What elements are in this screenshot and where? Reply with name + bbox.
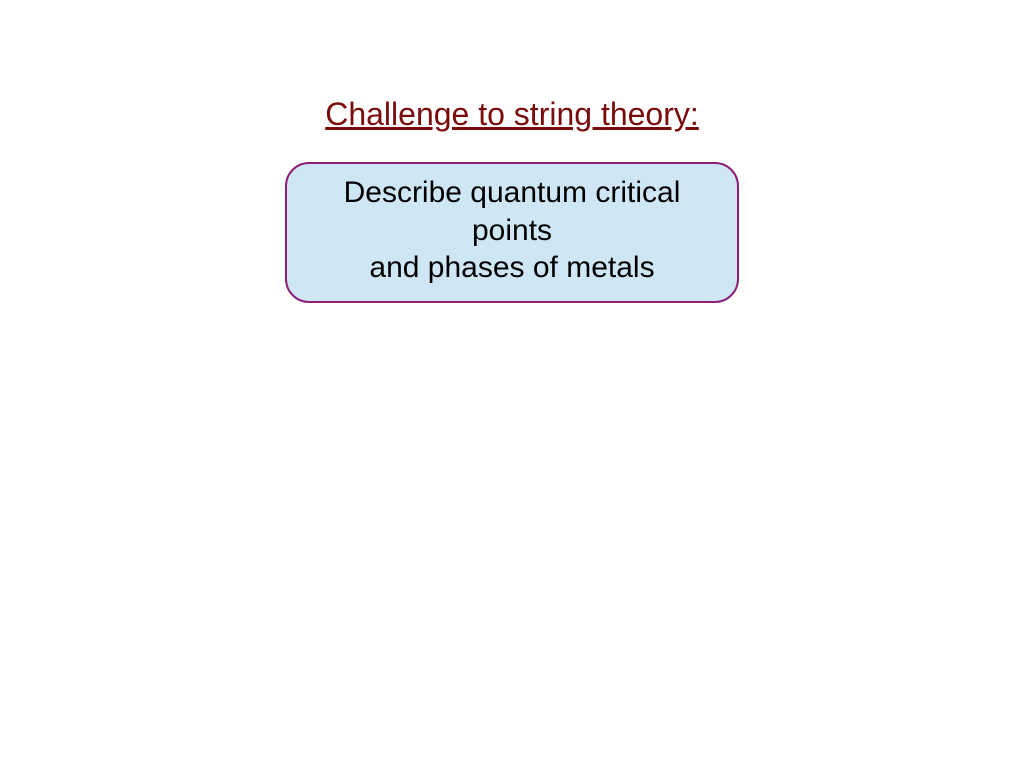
slide: Challenge to string theory: Describe qua… (0, 0, 1024, 768)
callout-line-1: Describe quantum critical points (344, 176, 681, 247)
callout-box: Describe quantum critical points and pha… (285, 162, 739, 303)
callout-line-2: and phases of metals (369, 251, 654, 284)
slide-title: Challenge to string theory: (0, 96, 1024, 133)
